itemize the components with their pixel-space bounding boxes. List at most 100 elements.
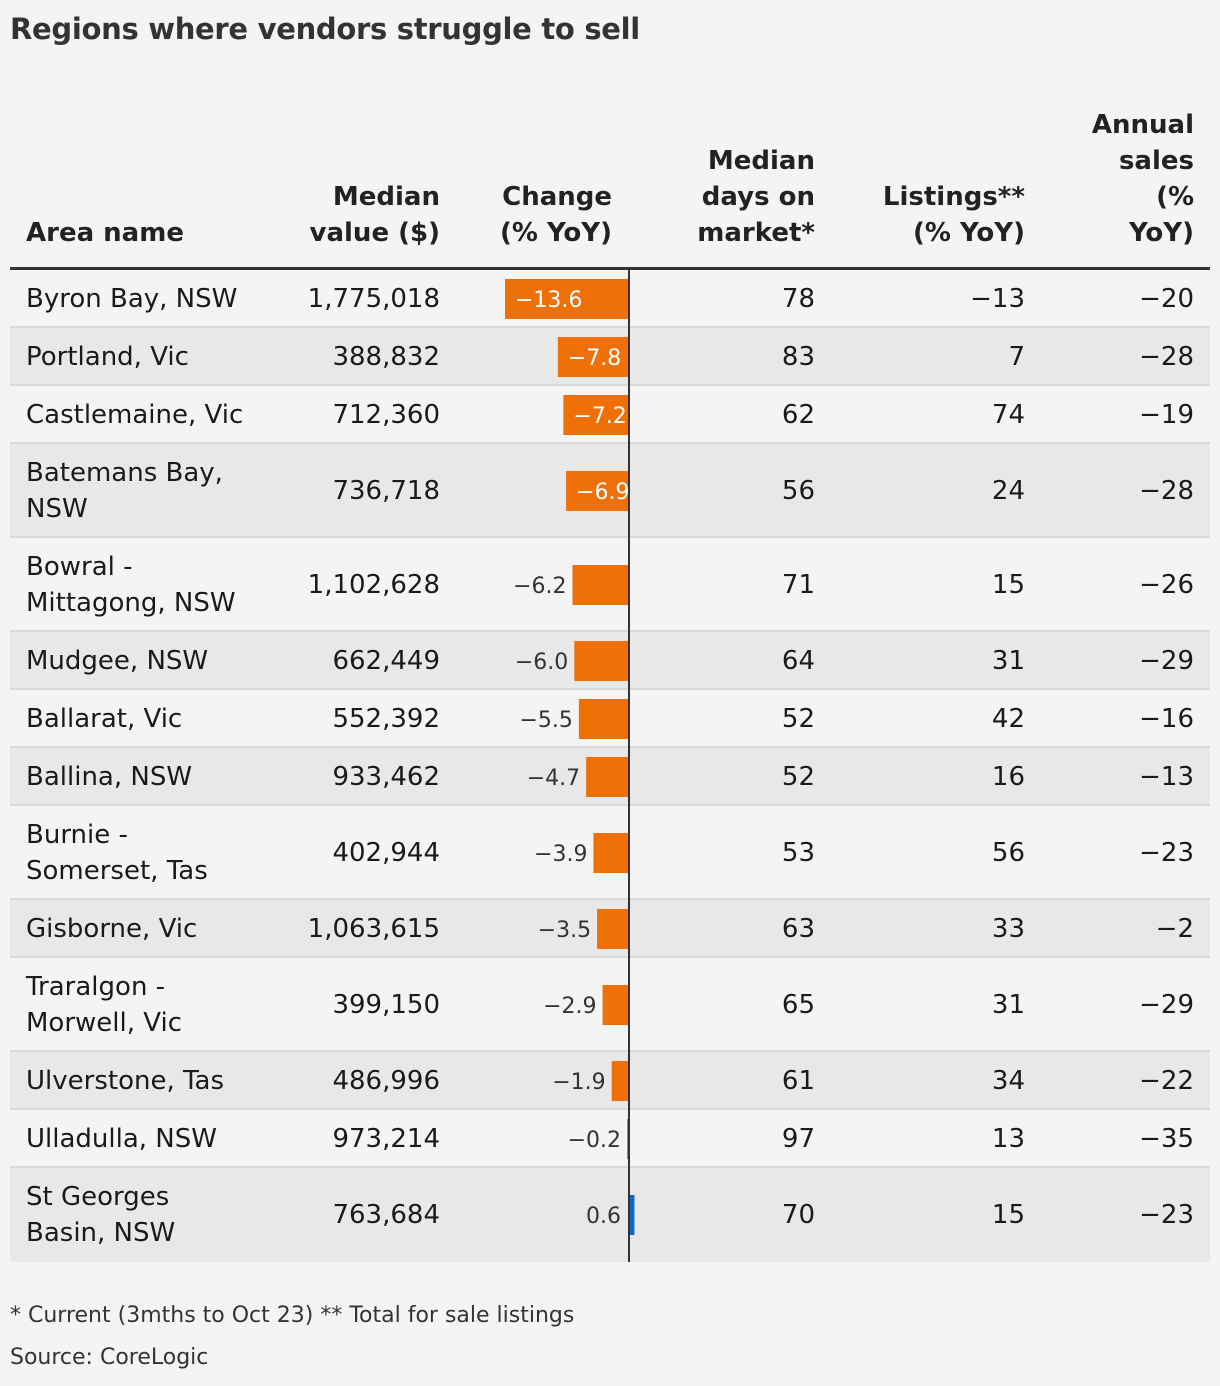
cell-listings: 34: [991, 1066, 1025, 1096]
cell-annual-sales: −28: [1139, 342, 1194, 372]
table-row: Bowral - Mittagong, NSW 1,102,628 71 15 −26: [10, 538, 1210, 632]
change-bar: [586, 757, 629, 797]
header-listings: Listings** (% YoY): [882, 182, 1025, 248]
cell-annual-sales: −29: [1139, 646, 1194, 676]
cell-median-days: 56: [781, 476, 815, 506]
change-bar: [578, 699, 629, 739]
cell-median-days: 61: [781, 1066, 815, 1096]
cell-area-name: Ulladulla, NSW: [26, 1124, 217, 1154]
cell-area-name: Bowral - Mittagong, NSW: [26, 552, 236, 618]
cell-listings: 24: [991, 476, 1025, 506]
change-bar: [566, 471, 629, 511]
cell-listings: 15: [991, 1200, 1025, 1230]
cell-median-days: 65: [781, 990, 815, 1020]
cell-median-value: 662,449: [332, 646, 440, 676]
cell-listings: 56: [991, 838, 1025, 868]
change-label: −6.9: [576, 480, 629, 505]
change-bar: [572, 565, 629, 605]
cell-median-days: 64: [781, 646, 815, 676]
cell-median-value: 1,775,018: [307, 284, 440, 314]
change-label: −2.9: [543, 994, 596, 1019]
cell-area-name: Ballina, NSW: [26, 762, 193, 792]
table-row: Castlemaine, Vic 712,360 62 74 −19: [10, 386, 1210, 444]
cell-area-name: Gisborne, Vic: [26, 914, 198, 944]
cell-area-name: Batemans Bay, NSW: [26, 458, 223, 524]
row-divider: [10, 1050, 1210, 1052]
table-row: Ballarat, Vic 552,392 52 42 −16: [10, 690, 1210, 748]
cell-median-value: 973,214: [332, 1124, 440, 1154]
change-label: −7.8: [568, 346, 621, 371]
row-divider: [10, 688, 1210, 690]
cell-median-days: 97: [781, 1124, 815, 1154]
change-label: −3.5: [538, 918, 591, 943]
header-rule: [10, 267, 1210, 270]
change-label: −13.6: [515, 288, 582, 313]
cell-median-value: 402,944: [332, 838, 440, 868]
cell-median-days: 83: [781, 342, 815, 372]
change-label: 0.6: [586, 1204, 621, 1229]
cell-annual-sales: −2: [1155, 914, 1194, 944]
cell-area-name: Ulverstone, Tas: [26, 1066, 225, 1096]
cell-median-days: 70: [781, 1200, 815, 1230]
cell-median-days: 63: [781, 914, 815, 944]
change-bar: [557, 337, 629, 377]
chart-title: Regions where vendors struggle to sell: [10, 12, 640, 46]
header-area-name: Area name: [26, 218, 184, 248]
cell-median-days: 53: [781, 838, 815, 868]
cell-area-name: Castlemaine, Vic: [26, 400, 244, 430]
cell-listings: −13: [970, 284, 1025, 314]
change-label: −5.5: [519, 708, 572, 733]
cell-median-value: 712,360: [332, 400, 440, 430]
cell-median-value: 933,462: [332, 762, 440, 792]
table-row: Byron Bay, NSW 1,775,018 78 −13 −20: [10, 270, 1210, 328]
cell-area-name: Traralgon - Morwell, Vic: [26, 972, 182, 1038]
cell-area-name: St Georges Basin, NSW: [26, 1182, 176, 1248]
cell-area-name: Mudgee, NSW: [26, 646, 209, 676]
header-median-days: Median days on market*: [697, 146, 815, 248]
cell-annual-sales: −28: [1139, 476, 1194, 506]
cell-area-name: Portland, Vic: [26, 342, 189, 372]
cell-median-value: 1,063,615: [307, 914, 440, 944]
cell-annual-sales: −26: [1139, 570, 1194, 600]
change-bar: [629, 1195, 635, 1235]
table-row: Traralgon - Morwell, Vic 399,150 65 31 −29: [10, 958, 1210, 1052]
change-label: −7.2: [573, 404, 626, 429]
cell-median-value: 399,150: [332, 990, 440, 1020]
cell-area-name: Byron Bay, NSW: [26, 284, 238, 314]
change-bar: [611, 1061, 629, 1101]
cell-annual-sales: −23: [1139, 1200, 1194, 1230]
row-divider: [10, 326, 1210, 328]
change-bar: [602, 985, 629, 1025]
row-divider: [10, 536, 1210, 538]
row-divider: [10, 956, 1210, 958]
change-label: −3.9: [534, 842, 587, 867]
change-bar: [597, 909, 629, 949]
cell-median-value: 552,392: [332, 704, 440, 734]
table-row: St Georges Basin, NSW 763,684 70 15 −23: [10, 1168, 1210, 1262]
header-change: Change (% YoY): [500, 182, 612, 248]
cell-listings: 13: [991, 1124, 1025, 1154]
cell-annual-sales: −19: [1139, 400, 1194, 430]
table-row: Burnie - Somerset, Tas 402,944 53 56 −23: [10, 806, 1210, 900]
row-divider: [10, 630, 1210, 632]
cell-listings: 33: [991, 914, 1025, 944]
header-annual-sales: Annual sales (% YoY): [1091, 110, 1194, 248]
row-divider: [10, 898, 1210, 900]
change-label: −6.2: [513, 574, 566, 599]
cell-annual-sales: −20: [1139, 284, 1194, 314]
cell-median-days: 62: [781, 400, 815, 430]
cell-annual-sales: −29: [1139, 990, 1194, 1020]
cell-annual-sales: −13: [1139, 762, 1194, 792]
cell-listings: 15: [991, 570, 1025, 600]
cell-listings: 16: [991, 762, 1025, 792]
cell-listings: 31: [991, 990, 1025, 1020]
change-label: −1.9: [552, 1070, 605, 1095]
cell-median-days: 52: [781, 762, 815, 792]
row-divider: [10, 442, 1210, 444]
cell-annual-sales: −23: [1139, 838, 1194, 868]
change-label: −4.7: [527, 766, 580, 791]
row-divider: [10, 1166, 1210, 1168]
table-row: Ulverstone, Tas 486,996 61 34 −22: [10, 1052, 1210, 1110]
cell-listings: 7: [1008, 342, 1025, 372]
